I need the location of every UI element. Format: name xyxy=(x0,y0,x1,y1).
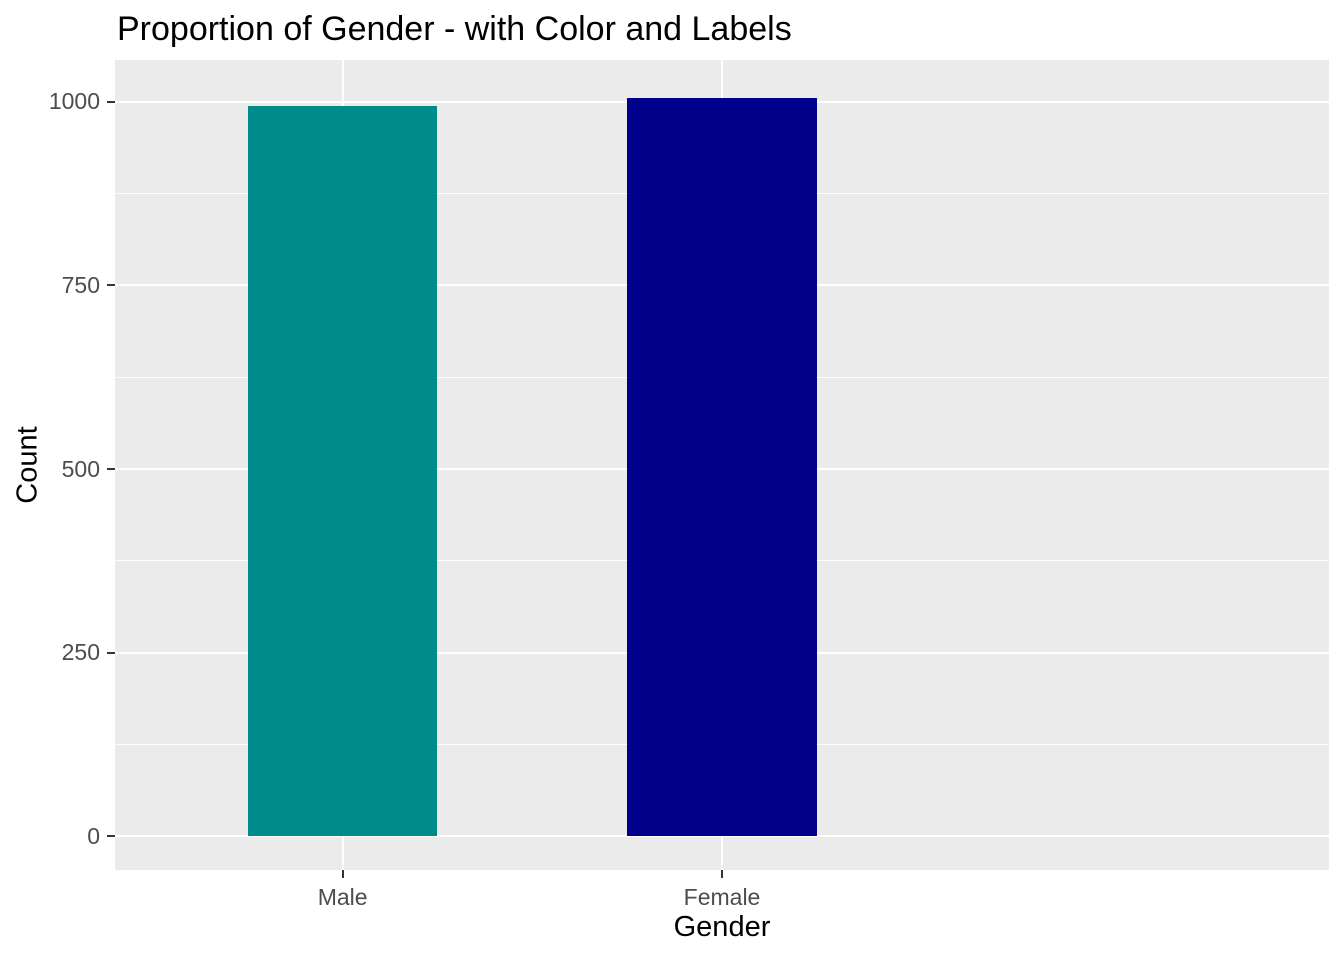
y-tick-label: 250 xyxy=(61,639,100,666)
chart-title: Proportion of Gender - with Color and La… xyxy=(117,10,792,48)
y-tick-label: 1000 xyxy=(48,88,100,115)
y-tick-mark xyxy=(107,284,115,287)
x-tick-mark xyxy=(341,870,344,878)
y-axis-title: Count xyxy=(11,426,44,504)
x-tick-label-male: Male xyxy=(317,884,368,910)
x-tick-label-female: Female xyxy=(683,884,761,910)
x-tick-mark xyxy=(721,870,723,878)
y-tick-mark xyxy=(107,468,115,471)
bar-female xyxy=(627,98,817,837)
plot-panel xyxy=(115,60,1329,870)
y-tick-label: 0 xyxy=(87,822,100,849)
bar-male xyxy=(247,105,438,837)
y-tick-label: 500 xyxy=(61,455,100,482)
y-tick-mark xyxy=(107,835,115,838)
y-tick-mark xyxy=(107,651,115,654)
y-tick-label: 750 xyxy=(61,271,100,298)
x-axis-title: Gender xyxy=(673,911,771,943)
y-tick-mark xyxy=(107,100,115,103)
